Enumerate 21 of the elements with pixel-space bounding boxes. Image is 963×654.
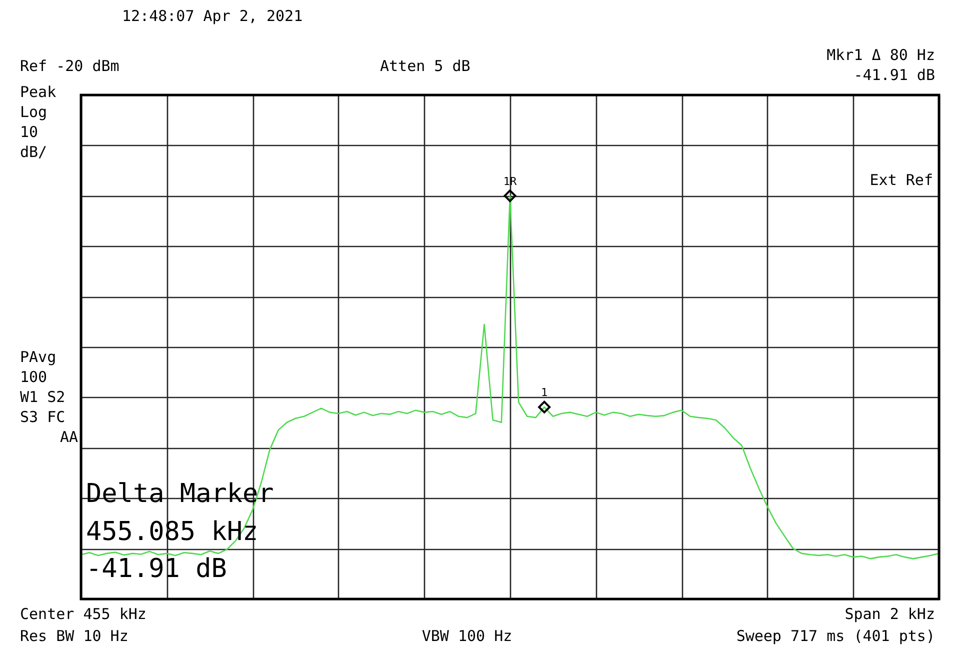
annotation: 1 (541, 386, 548, 400)
text: Center 455 kHz (20, 605, 146, 623)
text: Span 2 kHz (844, 605, 935, 623)
text: Sweep 717 ms (401 pts) (736, 627, 935, 645)
text: Log (20, 103, 48, 121)
text: Peak (20, 83, 56, 101)
text: Mkr1 Δ 80 Hz (826, 46, 935, 64)
text: 100 (20, 368, 48, 386)
text: Ref -20 dBm (20, 57, 120, 75)
text: 12:48:07 Apr 2, 2021 (122, 7, 303, 25)
text: Ext Ref (870, 171, 933, 189)
text: dB/ (20, 143, 48, 161)
text: AA (60, 428, 78, 446)
text: Res BW 10 Hz (20, 627, 128, 645)
text: PAvg (20, 348, 56, 366)
text: VBW 100 Hz (422, 627, 512, 645)
text: W1 S2 (20, 388, 66, 406)
text: S3 FC (20, 408, 66, 426)
text: 10 (20, 123, 38, 141)
text: Atten 5 dB (380, 57, 470, 75)
text: -41.91 dB (854, 66, 935, 84)
